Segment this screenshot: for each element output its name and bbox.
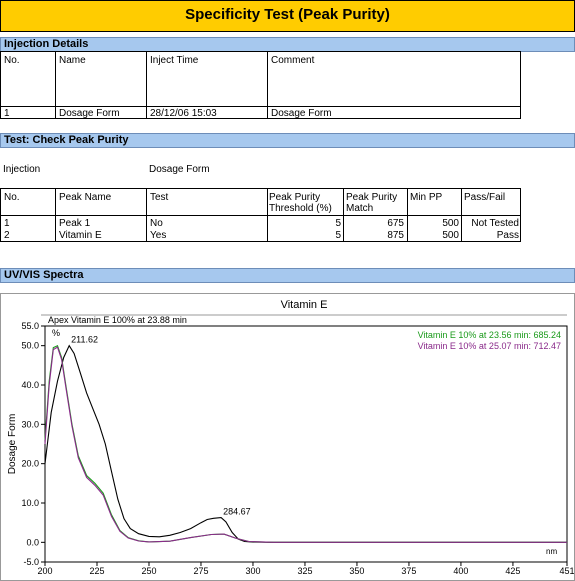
row2-peak-name: Vitamin E xyxy=(59,230,102,241)
spectra-chart-frame: Vitamin E Apex Vitamin E 100% at 23.88 m… xyxy=(0,293,575,581)
injection-value: Dosage Form xyxy=(149,164,210,175)
spectra-title: UV/VIS Spectra xyxy=(4,269,84,281)
row2-min-pp: 500 xyxy=(442,230,459,241)
row2-match: 875 xyxy=(387,230,404,241)
x-tick-label: 400 xyxy=(453,566,468,576)
peak-annotation-1: 284.67 xyxy=(223,507,251,517)
spectra-chart: Vitamin E Apex Vitamin E 100% at 23.88 m… xyxy=(7,299,575,576)
x-tick-label: 325 xyxy=(297,566,312,576)
row2-result: Pass xyxy=(496,230,519,241)
y-tick-label: 40.0 xyxy=(21,380,39,390)
report-title: Specificity Test (Peak Purity) xyxy=(185,6,390,23)
y-tick-label: -5.0 xyxy=(23,557,39,567)
peak-purity-header: Test: Check Peak Purity xyxy=(0,133,575,148)
percent-label: % xyxy=(52,328,60,338)
x-tick-label: 425 xyxy=(505,566,520,576)
report-title-bar: Specificity Test (Peak Purity) xyxy=(0,0,575,32)
x-tick-label: 250 xyxy=(141,566,156,576)
y-tick-label: 50.0 xyxy=(21,341,39,351)
col-header-no: No. xyxy=(4,55,20,66)
injection-name: Dosage Form xyxy=(59,108,120,119)
legend-entry-2: Vitamin E 10% at 25.07 min: 712.47 xyxy=(418,341,561,351)
row1-no: 1 xyxy=(4,218,10,229)
x-tick-label: 375 xyxy=(401,566,416,576)
y-tick-label: 10.0 xyxy=(21,498,39,508)
x-tick-label: 350 xyxy=(349,566,364,576)
series-line-0 xyxy=(44,344,567,543)
col-header-pass-fail: Pass/Fail xyxy=(464,192,506,203)
peak-purity-title: Test: Check Peak Purity xyxy=(4,134,129,146)
y-axis-label: Dosage Form xyxy=(7,414,18,475)
y-tick-label: 20.0 xyxy=(21,459,39,469)
col-header-peak-name: Peak Name xyxy=(59,192,112,203)
injection-details-table: No. Name Inject Time Comment 1 Dosage Fo… xyxy=(0,51,521,119)
spectra-header: UV/VIS Spectra xyxy=(0,268,575,283)
row1-test: No xyxy=(150,218,163,229)
col-header-match-line2: Match xyxy=(346,203,374,214)
y-tick-label: 30.0 xyxy=(21,419,39,429)
injection-details-header: Injection Details xyxy=(0,37,575,52)
row1-min-pp: 500 xyxy=(442,218,459,229)
y-tick-label: 55.0 xyxy=(21,321,39,331)
y-tick-label: 0.0 xyxy=(26,537,39,547)
peak-purity-table: No. Peak Name Test Peak Purity Threshold… xyxy=(0,188,521,242)
legend-entry-1: Vitamin E 10% at 23.56 min: 685.24 xyxy=(418,330,561,340)
col-header-test: Test xyxy=(150,192,169,203)
x-tick-label: 275 xyxy=(193,566,208,576)
x-tick-label: 200 xyxy=(37,566,52,576)
injection-label: Injection xyxy=(3,164,41,175)
x-tick-label: 451 xyxy=(559,566,574,576)
peak-annotation-0: 211.62 xyxy=(71,335,98,345)
col-header-min-pp: Min PP xyxy=(410,192,443,203)
col-header-threshold-line1: Peak Purity xyxy=(269,192,321,203)
injection-details-title: Injection Details xyxy=(4,38,89,50)
x-tick-label: 300 xyxy=(245,566,260,576)
row2-no: 2 xyxy=(4,230,10,241)
injection-comment: Dosage Form xyxy=(271,108,332,119)
col-header-name: Name xyxy=(59,55,86,66)
row1-threshold: 5 xyxy=(335,218,341,229)
col-header-comment: Comment xyxy=(271,55,315,66)
series-line-2 xyxy=(44,346,567,543)
row1-result: Not Tested xyxy=(471,218,519,229)
col-header-no: No. xyxy=(4,192,20,203)
row1-match: 675 xyxy=(387,218,404,229)
apex-label: Apex Vitamin E 100% at 23.88 min xyxy=(48,315,187,325)
col-header-match-line1: Peak Purity xyxy=(346,192,398,203)
chart-title: Vitamin E xyxy=(281,299,328,311)
row2-test: Yes xyxy=(150,230,167,241)
injection-time: 28/12/06 15:03 xyxy=(150,108,217,119)
injection-no: 1 xyxy=(4,108,10,119)
row1-peak-name: Peak 1 xyxy=(59,218,91,229)
col-header-threshold-line2: Threshold (%) xyxy=(269,203,332,214)
series-line-1 xyxy=(44,344,567,543)
row2-threshold: 5 xyxy=(335,230,341,241)
x-tick-label: 225 xyxy=(89,566,104,576)
x-unit-label: nm xyxy=(546,547,557,556)
col-header-inject-time: Inject Time xyxy=(150,55,199,66)
plot-area xyxy=(44,325,568,563)
